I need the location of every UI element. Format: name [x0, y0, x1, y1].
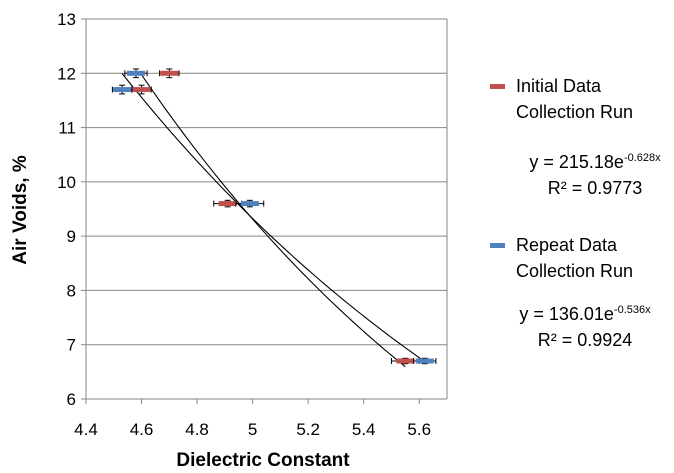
x-tick-label: 5.6	[407, 420, 431, 439]
legend-label-initial: Initial Data Collection Run	[516, 73, 674, 125]
legend-label-repeat: Repeat Data Collection Run	[516, 232, 674, 284]
x-tick-label: 4.4	[74, 420, 98, 439]
r2-initial: R² = 0.9773	[547, 178, 643, 198]
data-point-series-0	[213, 199, 243, 208]
y-tick-label: 10	[57, 173, 76, 192]
x-axis-title: Dielectric Constant	[176, 450, 350, 471]
tick-labels: 6 7 8 9 10 11 12 13 4.4 4.6 4.8 5 5.2 5.4 5.6	[57, 10, 431, 439]
trendline-series-1	[121, 73, 426, 363]
y-tick-label: 11	[58, 119, 76, 138]
data-point-series-1	[124, 68, 148, 79]
data-point-series-0	[159, 68, 180, 79]
equation-initial-prefix: y = 215.18e	[529, 152, 624, 172]
y-axis-title: Air Voids, %	[10, 155, 31, 265]
legend-swatch-initial	[490, 84, 505, 89]
equation-repeat: y = 136.01e-0.536x R² = 0.9924	[500, 297, 670, 353]
marker	[396, 358, 415, 364]
marker	[113, 87, 132, 93]
y-tick-label: 6	[67, 390, 76, 409]
trendline-series-0	[141, 74, 406, 368]
equation-initial-exponent: -0.628x	[623, 152, 661, 164]
marker	[415, 358, 434, 364]
equation-repeat-prefix: y = 136.01e	[519, 304, 614, 324]
marker	[132, 87, 151, 93]
marker	[218, 201, 237, 207]
y-tick-label: 12	[57, 64, 76, 83]
y-tick-label: 8	[67, 281, 76, 300]
x-tick-label: 4.6	[130, 420, 154, 439]
data-point-series-1	[111, 84, 133, 95]
marker	[126, 70, 145, 76]
legend-label-initial-line1: Initial Data	[516, 76, 602, 96]
gridlines	[86, 18, 447, 400]
data-point-series-1	[235, 199, 265, 208]
legend-label-repeat-line1: Repeat Data	[516, 235, 618, 255]
y-tick-label: 13	[57, 10, 76, 29]
axes	[81, 18, 448, 404]
trendlines	[121, 73, 426, 368]
equation-initial: y = 215.18e-0.628x R² = 0.9773	[510, 145, 674, 201]
equation-repeat-exponent: -0.536x	[613, 304, 651, 316]
data-points	[111, 68, 437, 365]
r2-repeat: R² = 0.9924	[537, 330, 633, 350]
data-point-series-1	[413, 357, 437, 365]
marker	[240, 201, 259, 207]
x-tick-label: 5	[248, 420, 257, 439]
legend-label-initial-line2: Collection Run	[516, 102, 634, 122]
legend-label-repeat-line2: Collection Run	[516, 261, 634, 281]
data-point-series-0	[131, 84, 152, 95]
x-tick-label: 5.2	[296, 420, 320, 439]
legend-swatch-repeat	[490, 243, 505, 248]
marker	[160, 70, 179, 76]
x-tick-label: 4.8	[185, 420, 209, 439]
y-tick-label: 9	[67, 227, 76, 246]
x-tick-label: 5.4	[352, 420, 376, 439]
y-tick-label: 7	[67, 336, 76, 355]
